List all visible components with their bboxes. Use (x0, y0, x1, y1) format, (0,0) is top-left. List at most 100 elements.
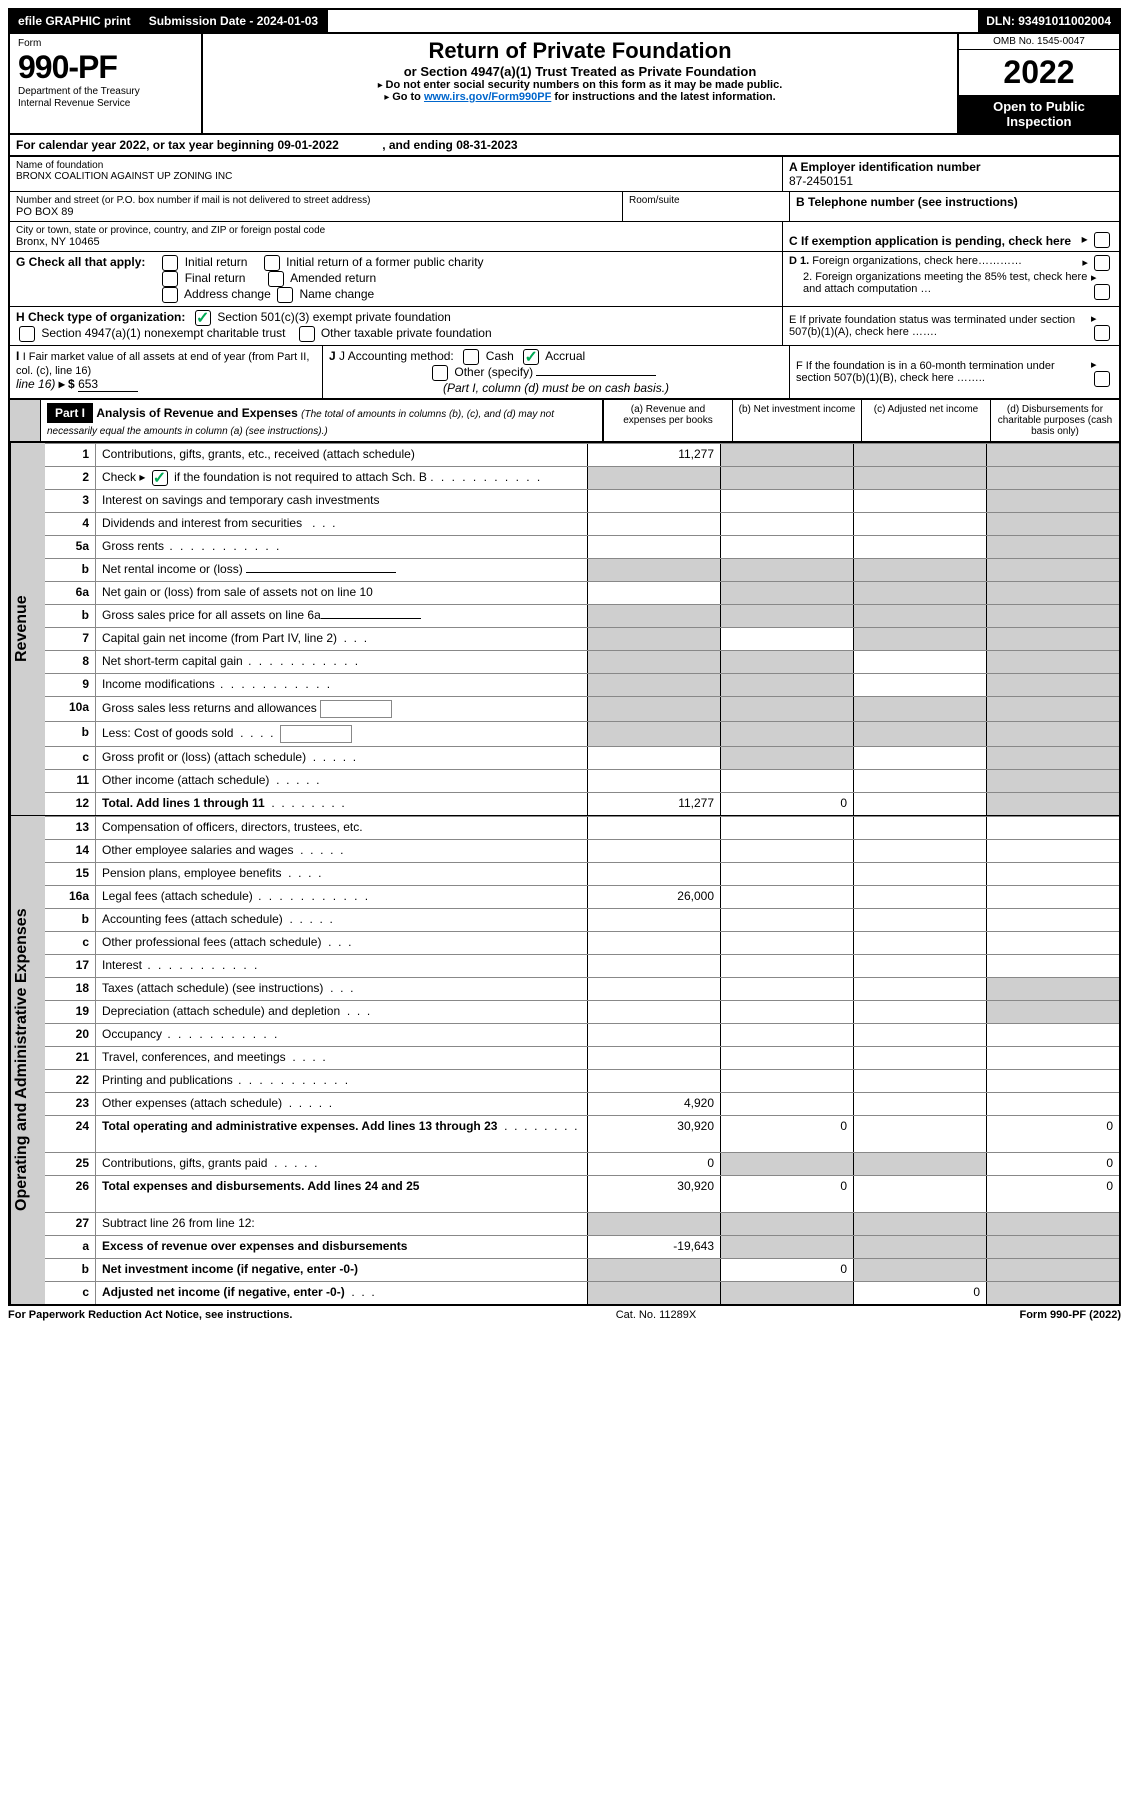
val-24b: 0 (720, 1116, 853, 1152)
name-row: Name of foundation BRONX COALITION AGAIN… (8, 157, 1121, 192)
line-17: Interest (96, 955, 587, 977)
col-c-header: (c) Adjusted net income (861, 400, 990, 441)
h-501c3[interactable] (195, 310, 211, 326)
col-b-header: (b) Net investment income (732, 400, 861, 441)
line-3: Interest on savings and temporary cash i… (96, 490, 587, 512)
val-26b: 0 (720, 1176, 853, 1212)
line-1: Contributions, gifts, grants, etc., rece… (96, 444, 587, 466)
footer-right: Form 990-PF (2022) (1019, 1309, 1121, 1321)
revenue-side-label: Revenue (10, 443, 45, 815)
footer-left: For Paperwork Reduction Act Notice, see … (8, 1309, 292, 1321)
val-25a: 0 (587, 1153, 720, 1175)
line-16a: Legal fees (attach schedule) (96, 886, 587, 908)
irs-link[interactable]: www.irs.gov/Form990PF (424, 91, 551, 103)
line-2: Check ▸ if the foundation is not require… (96, 467, 587, 489)
addr-label: Number and street (or P.O. box number if… (16, 195, 616, 206)
d1-checkbox[interactable] (1094, 255, 1110, 271)
top-bar: efile GRAPHIC print Submission Date - 20… (8, 8, 1121, 34)
revenue-section: Revenue 1Contributions, gifts, grants, e… (8, 443, 1121, 816)
g-name-change[interactable] (277, 287, 293, 303)
g-amended[interactable] (268, 271, 284, 287)
g-address-change[interactable] (162, 287, 178, 303)
omb-number: OMB No. 1545-0047 (959, 34, 1119, 50)
line-9: Income modifications (96, 674, 587, 696)
line-12: Total. Add lines 1 through 11 . . . . . … (96, 793, 587, 815)
h-label: H Check type of organization: (16, 310, 185, 324)
val-27a: -19,643 (587, 1236, 720, 1258)
h-e-row: H Check type of organization: Section 50… (8, 307, 1121, 346)
val-24a: 30,920 (587, 1116, 720, 1152)
city-row: City or town, state or province, country… (8, 222, 1121, 252)
col-a-header: (a) Revenue and expenses per books (603, 400, 732, 441)
name-label: Name of foundation (16, 160, 776, 171)
g-initial-former[interactable] (264, 255, 280, 271)
line-5b: Net rental income or (loss) (96, 559, 587, 581)
d2-checkbox[interactable] (1094, 284, 1110, 300)
main-title: Return of Private Foundation (213, 38, 947, 64)
val-12b: 0 (720, 793, 853, 815)
g-final-return[interactable] (162, 271, 178, 287)
val-26a: 30,920 (587, 1176, 720, 1212)
f-label: F If the foundation is in a 60-month ter… (796, 360, 1091, 384)
g-d-row: G Check all that apply: Initial return I… (8, 252, 1121, 307)
i-j-f-row: I I Fair market value of all assets at e… (8, 346, 1121, 400)
val-27c: 0 (853, 1282, 986, 1304)
i-label: I Fair market value of all assets at end… (16, 351, 309, 377)
inspection-label: Open to Public Inspection (959, 95, 1119, 133)
j-other[interactable] (432, 365, 448, 381)
opex-side-label: Operating and Administrative Expenses (10, 816, 45, 1304)
line-18: Taxes (attach schedule) (see instruction… (96, 978, 587, 1000)
title-box: Return of Private Foundation or Section … (203, 34, 959, 133)
part1-badge: Part I (47, 403, 93, 423)
form-header: Form 990-PF Department of the Treasury I… (8, 34, 1121, 135)
line-27: Subtract line 26 from line 12: (96, 1213, 587, 1235)
form-label: Form (18, 38, 193, 49)
fmv-value: 653 (78, 377, 138, 392)
line-8: Net short-term capital gain (96, 651, 587, 673)
part1-title: Analysis of Revenue and Expenses (96, 406, 297, 420)
schb-checkbox[interactable] (152, 470, 168, 486)
j-accrual[interactable] (523, 349, 539, 365)
j-cash[interactable] (463, 349, 479, 365)
ein-value: 87-2450151 (789, 174, 1113, 188)
j-label: J Accounting method: (339, 349, 454, 363)
line-10b: Less: Cost of goods sold . . . . (96, 722, 587, 746)
submission-date: Submission Date - 2024-01-03 (141, 10, 328, 32)
footer-mid: Cat. No. 11289X (616, 1309, 697, 1321)
h-4947[interactable] (19, 326, 35, 342)
line-15: Pension plans, employee benefits . . . . (96, 863, 587, 885)
phone-label: B Telephone number (see instructions) (796, 195, 1113, 209)
form-number: 990-PF (18, 49, 193, 86)
page-footer: For Paperwork Reduction Act Notice, see … (8, 1306, 1121, 1321)
c-checkbox[interactable] (1094, 232, 1110, 248)
line-27a: Excess of revenue over expenses and disb… (96, 1236, 587, 1258)
expenses-section: Operating and Administrative Expenses 13… (8, 816, 1121, 1306)
f-checkbox[interactable] (1094, 371, 1110, 387)
efile-label: efile GRAPHIC print (10, 10, 141, 32)
foundation-name: BRONX COALITION AGAINST UP ZONING INC (16, 171, 776, 182)
part1-header-row: Part I Analysis of Revenue and Expenses … (8, 400, 1121, 443)
val-25d: 0 (986, 1153, 1119, 1175)
year-box: OMB No. 1545-0047 2022 Open to Public In… (959, 34, 1119, 133)
begin-date: 09-01-2022 (277, 138, 338, 152)
address-row: Number and street (or P.O. box number if… (8, 192, 1121, 222)
line-10a: Gross sales less returns and allowances (96, 697, 587, 721)
val-16a: 26,000 (587, 886, 720, 908)
line-6a: Net gain or (loss) from sale of assets n… (96, 582, 587, 604)
val-12a: 11,277 (587, 793, 720, 815)
line-16c: Other professional fees (attach schedule… (96, 932, 587, 954)
ein-label: A Employer identification number (789, 160, 1113, 174)
val-23a: 4,920 (587, 1093, 720, 1115)
city-value: Bronx, NY 10465 (16, 236, 776, 248)
e-checkbox[interactable] (1094, 325, 1110, 341)
instruction-1: Do not enter social security numbers on … (213, 79, 947, 91)
line-27b: Net investment income (if negative, ente… (96, 1259, 587, 1281)
val-1a: 11,277 (587, 444, 720, 466)
line-26: Total expenses and disbursements. Add li… (96, 1176, 587, 1212)
line-27c: Adjusted net income (if negative, enter … (96, 1282, 587, 1304)
line-25: Contributions, gifts, grants paid . . . … (96, 1153, 587, 1175)
j-note: (Part I, column (d) must be on cash basi… (329, 381, 783, 395)
line-20: Occupancy (96, 1024, 587, 1046)
g-initial-return[interactable] (162, 255, 178, 271)
h-other-taxable[interactable] (299, 326, 315, 342)
